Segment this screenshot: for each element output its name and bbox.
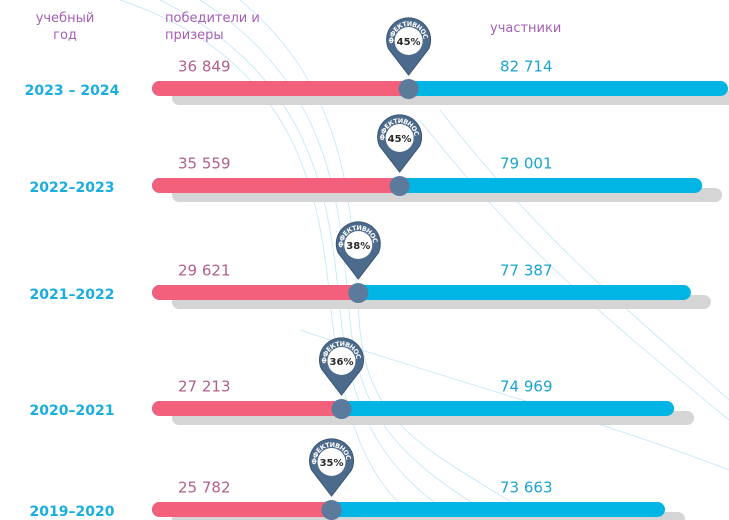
- infographic: 2023 – 2024 36 849 82 714 ЭФФЕКТИВНОСТЬ 45% 2…: [0, 0, 729, 520]
- participants-label: 79 001: [500, 155, 553, 173]
- year-label: 2023 – 2024: [25, 83, 120, 99]
- divider: [332, 399, 352, 419]
- header-winners: победители и призеры: [165, 10, 260, 44]
- bar-winners: [152, 81, 409, 96]
- bar-winners: [152, 502, 332, 517]
- divider: [348, 283, 368, 303]
- efficiency-label: 45%: [397, 37, 421, 48]
- bar-winners: [152, 178, 400, 193]
- year-label: 2020–2021: [30, 403, 115, 419]
- header-year: учебный год: [30, 10, 100, 44]
- chart: 2023 – 2024 36 849 82 714 ЭФФЕКТИВНОСТЬ 45% 2…: [0, 0, 729, 520]
- badge-caption: ЭФФЕКТИВНОСТЬ: [0, 0, 352, 465]
- divider: [322, 500, 342, 520]
- year-label: 2019–2020: [30, 504, 115, 520]
- efficiency-label: 35%: [320, 458, 344, 469]
- winners-label: 29 621: [178, 262, 231, 280]
- participants-label: 82 714: [500, 58, 553, 76]
- year-label: 2022–2023: [30, 180, 115, 196]
- efficiency-label: 36%: [330, 357, 354, 368]
- winners-label: 27 213: [178, 378, 231, 396]
- efficiency-label: 45%: [388, 134, 412, 145]
- participants-label: 77 387: [500, 262, 553, 280]
- winners-label: 35 559: [178, 155, 231, 173]
- efficiency-label: 38%: [346, 241, 370, 252]
- divider: [399, 79, 419, 99]
- bar-winners: [152, 285, 358, 300]
- bar-winners: [152, 401, 342, 416]
- header-participants: участники: [490, 20, 561, 37]
- winners-label: 36 849: [178, 58, 231, 76]
- winners-label: 25 782: [178, 479, 231, 497]
- badge-caption-text: ЭФФЕКТИВНОСТЬ: [0, 0, 352, 465]
- participants-label: 74 969: [500, 378, 553, 396]
- participants-label: 73 663: [500, 479, 553, 497]
- year-label: 2021–2022: [30, 287, 115, 303]
- decoration: [120, 0, 729, 520]
- divider: [390, 176, 410, 196]
